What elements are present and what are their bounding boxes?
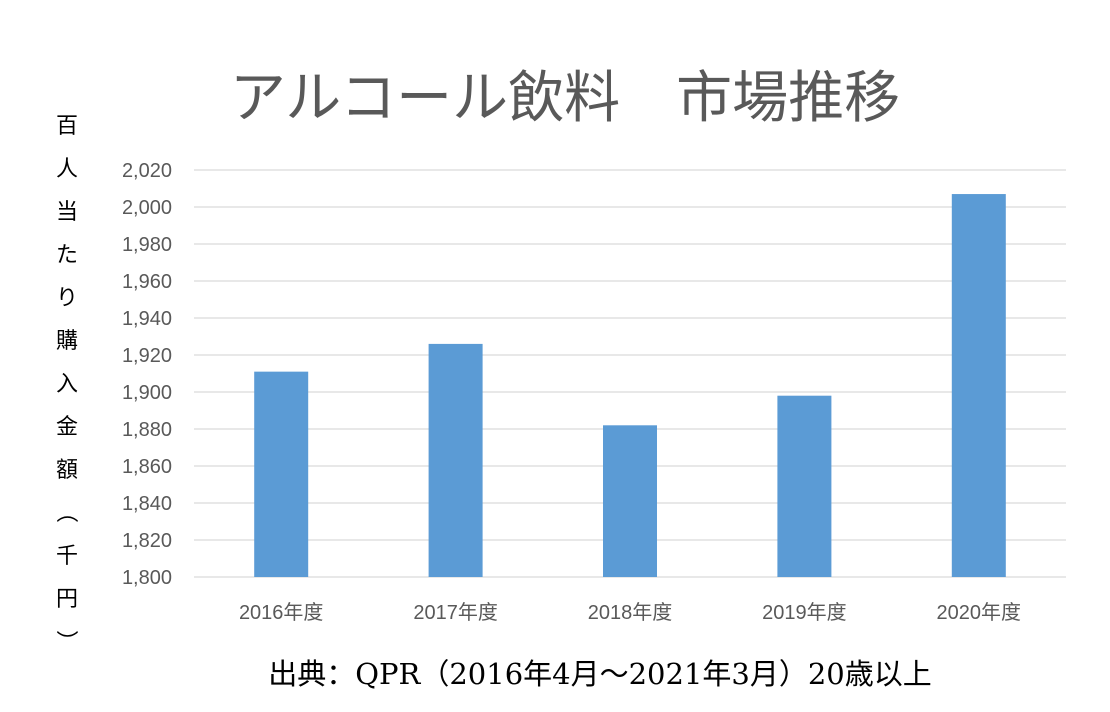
chart-title: アルコール飲料 市場推移 bbox=[230, 66, 900, 131]
y-axis-label-char: た bbox=[56, 243, 78, 268]
y-axis-ticks: 1,800 1,820 1,840 1,860 1,880 1,900 1,920 1,940… bbox=[122, 160, 172, 589]
y-axis-label-char: 百 bbox=[56, 114, 78, 139]
y-axis-label-char: 入 bbox=[56, 372, 78, 397]
y-axis-label-char: 購 bbox=[56, 329, 78, 354]
y-axis-label-char: （ bbox=[53, 501, 78, 523]
y-axis-label-char: り bbox=[56, 286, 78, 311]
y-axis-label-char: 金 bbox=[56, 415, 78, 440]
y-axis-label-char: 当 bbox=[56, 200, 78, 225]
x-tick-label: 2019年度 bbox=[762, 601, 847, 624]
y-tick-label: 1,900 bbox=[122, 382, 172, 404]
y-tick-label: 1,980 bbox=[122, 234, 172, 256]
bar bbox=[254, 371, 309, 577]
y-tick-label: 1,820 bbox=[122, 530, 172, 552]
y-tick-label: 2,000 bbox=[122, 197, 172, 219]
x-tick-label: 2020年度 bbox=[937, 601, 1022, 624]
x-tick-label: 2018年度 bbox=[588, 601, 673, 624]
bars bbox=[254, 194, 1006, 578]
x-axis-ticks: 2016年度 2017年度 2018年度 2019年度 2020年度 bbox=[239, 601, 1021, 624]
y-tick-label: 1,940 bbox=[122, 308, 172, 330]
y-tick-label: 1,880 bbox=[122, 419, 172, 441]
y-axis-label-char: 円 bbox=[56, 587, 78, 612]
bar bbox=[603, 425, 657, 577]
y-axis-label-char: 額 bbox=[56, 458, 78, 483]
bar bbox=[777, 395, 832, 577]
y-tick-label: 1,860 bbox=[122, 456, 172, 478]
y-axis-label-char: 千 bbox=[56, 544, 78, 569]
y-tick-label: 1,960 bbox=[122, 271, 172, 293]
x-tick-label: 2016年度 bbox=[239, 601, 324, 624]
bar bbox=[428, 343, 483, 577]
y-axis-label-char: ） bbox=[53, 630, 78, 652]
x-tick-label: 2017年度 bbox=[413, 601, 498, 624]
bar bbox=[951, 194, 1006, 578]
y-tick-label: 1,920 bbox=[122, 345, 172, 367]
y-axis-label-char: 人 bbox=[56, 157, 78, 182]
source-note: 出典：QPR（2016年4月～2021年3月）20歳以上 bbox=[268, 657, 932, 691]
y-tick-label: 1,800 bbox=[122, 567, 172, 589]
y-tick-label: 2,020 bbox=[122, 160, 172, 182]
y-tick-label: 1,840 bbox=[122, 493, 172, 515]
